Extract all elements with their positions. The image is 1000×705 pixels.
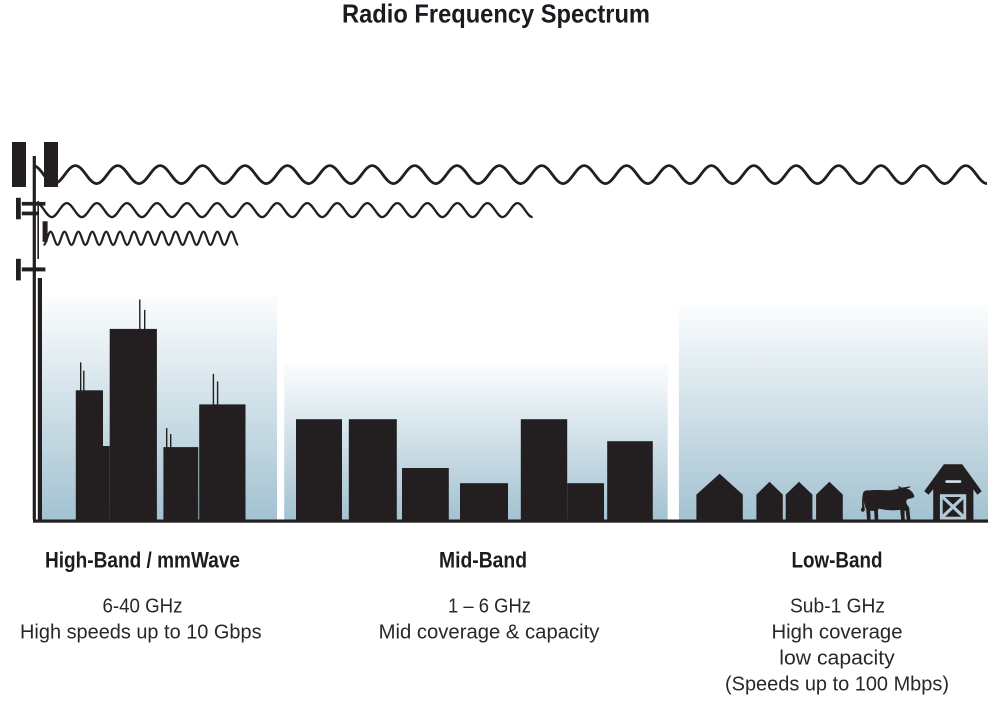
svg-text:Sub-1 GHz: Sub-1 GHz — [790, 595, 885, 618]
svg-text:low capacity: low capacity — [779, 647, 895, 670]
svg-text:High speeds up to 10 Gbps: High speeds up to 10 Gbps — [20, 621, 262, 644]
svg-text:Mid coverage & capacity: Mid coverage & capacity — [379, 621, 601, 644]
svg-text:High coverage: High coverage — [772, 621, 903, 644]
svg-text:1 – 6 GHz: 1 – 6 GHz — [448, 595, 531, 618]
svg-text:(Speeds up to 100 Mbps): (Speeds up to 100 Mbps) — [725, 673, 949, 696]
svg-text:Low-Band: Low-Band — [792, 548, 883, 573]
svg-text:High-Band / mmWave: High-Band / mmWave — [45, 548, 240, 573]
svg-text:Mid-Band: Mid-Band — [439, 548, 527, 573]
svg-text:6-40 GHz: 6-40 GHz — [103, 595, 183, 618]
svg-text:Radio Frequency Spectrum: Radio Frequency Spectrum — [342, 0, 650, 29]
